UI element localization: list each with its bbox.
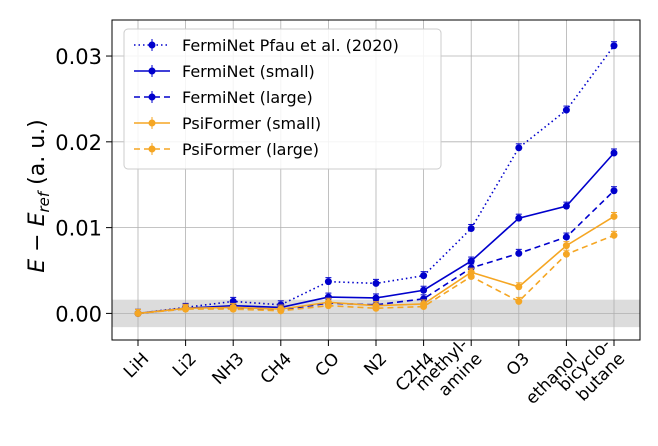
- x-tick-label-line: O3: [503, 349, 534, 380]
- x-tick-label: NH3: [209, 349, 249, 389]
- data-point: [324, 278, 332, 286]
- legend-item: PsiFormer (large): [134, 140, 319, 159]
- data-point: [562, 250, 570, 258]
- legend-label: FermiNet (small): [182, 62, 315, 81]
- y-tick-label: 0.01: [55, 217, 102, 241]
- data-point: [562, 233, 570, 241]
- data-point: [610, 231, 618, 239]
- x-tick-label: bicyclo-butane: [554, 335, 629, 410]
- data-point: [562, 202, 570, 210]
- x-tick-label-line: LiH: [120, 349, 153, 382]
- legend-label: PsiFormer (small): [182, 114, 321, 133]
- y-tick-label: 0.02: [55, 131, 102, 155]
- data-point: [182, 305, 190, 313]
- data-point: [277, 307, 285, 315]
- y-axis-label: E − Eref (a. u.): [25, 119, 53, 273]
- legend-label: FermiNet Pfau et al. (2020): [182, 36, 399, 55]
- y-axis-ticks: 0.00 0.01 0.02 0.03: [55, 45, 112, 326]
- x-tick-label-line: CO: [312, 349, 344, 381]
- x-tick-label: LiH: [120, 349, 153, 382]
- data-point: [467, 257, 475, 265]
- data-point: [610, 42, 618, 50]
- series-layer: [134, 41, 618, 317]
- data-point: [372, 294, 380, 302]
- legend-item: PsiFormer (small): [134, 114, 321, 133]
- x-tick-label: N2: [360, 349, 391, 380]
- data-point: [229, 305, 237, 313]
- legend: FermiNet Pfau et al. (2020) FermiNet (sma…: [123, 28, 442, 170]
- x-tick-label: CO: [312, 349, 344, 381]
- y-axis-label-unit: (a. u.): [25, 119, 50, 192]
- data-point: [134, 309, 142, 317]
- data-point: [610, 149, 618, 157]
- data-point: [610, 212, 618, 220]
- x-tick-label-line: CH4: [257, 349, 296, 388]
- x-tick-label-line: N2: [360, 349, 391, 380]
- data-point: [420, 272, 428, 280]
- y-tick-label: 0.03: [55, 45, 102, 69]
- data-point: [372, 279, 380, 287]
- data-point: [515, 214, 523, 222]
- legend-item: FermiNet (large): [134, 88, 313, 107]
- data-point: [515, 283, 523, 291]
- x-tick-label: CH4: [257, 349, 296, 388]
- x-tick-label: methyl-amine: [412, 335, 487, 410]
- x-tick-label: O3: [503, 349, 534, 380]
- y-tick-label: 0.00: [55, 302, 102, 326]
- data-point: [420, 295, 428, 303]
- x-tick-label-line: Li2: [169, 349, 201, 381]
- legend-item: FermiNet (small): [134, 62, 315, 81]
- data-point: [515, 249, 523, 257]
- x-tick-label: Li2: [169, 349, 201, 381]
- data-point: [420, 286, 428, 294]
- y-axis-label-main: E − E: [25, 212, 50, 272]
- data-point: [610, 187, 618, 195]
- y-axis-label-subscript: ref: [35, 189, 53, 212]
- data-point: [467, 224, 475, 232]
- data-point: [562, 242, 570, 250]
- series: [134, 230, 618, 317]
- legend-label: FermiNet (large): [182, 88, 313, 107]
- data-point: [372, 304, 380, 312]
- data-point: [324, 302, 332, 310]
- data-point: [420, 303, 428, 311]
- data-point: [562, 106, 570, 114]
- data-point: [515, 297, 523, 305]
- x-tick-label-line: NH3: [209, 349, 249, 389]
- legend-label: PsiFormer (large): [182, 140, 319, 159]
- legend-box: [123, 28, 442, 170]
- legend-item: FermiNet Pfau et al. (2020): [134, 36, 399, 55]
- data-point: [467, 273, 475, 281]
- series-line: [137, 190, 615, 315]
- data-point: [515, 144, 523, 152]
